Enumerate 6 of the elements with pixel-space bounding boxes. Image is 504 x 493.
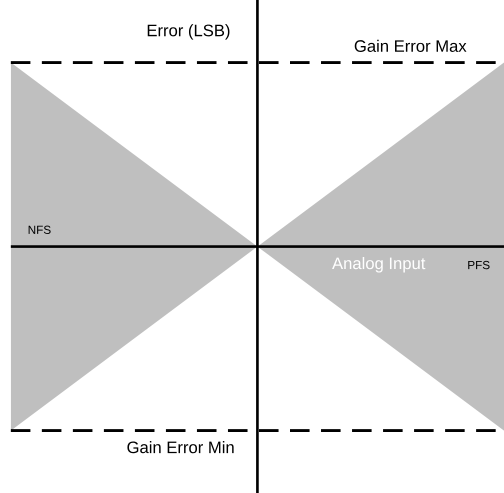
x-tick-label: PFS [468,260,490,270]
ref-line-label: Gain Error Min [127,440,234,454]
y-axis-title: Error (LSB) [148,24,230,40]
ref-line-label: Gain Error Max [354,40,466,52]
x-axis-title: Analog Input [332,256,426,272]
x-tick-label: NFS [28,226,51,234]
